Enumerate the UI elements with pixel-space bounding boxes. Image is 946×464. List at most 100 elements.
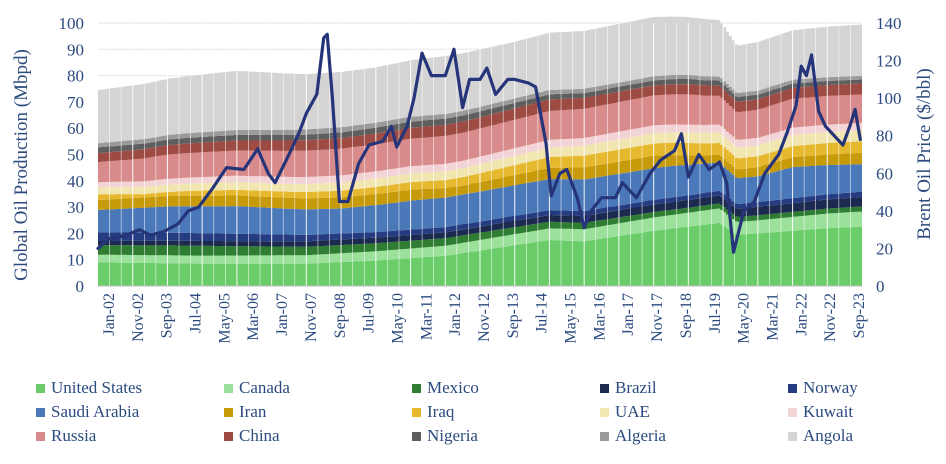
x-tick-label: May-05 — [216, 293, 233, 344]
legend-swatch — [600, 431, 609, 441]
legend-item: Mexico — [412, 376, 600, 400]
x-tick-label: Jan-07 — [274, 293, 291, 336]
legend-item: Iraq — [412, 400, 600, 424]
legend-label: Iran — [239, 402, 267, 421]
legend-swatch — [600, 407, 609, 417]
area-brazil — [98, 195, 862, 247]
y-tick-label: 20 — [67, 224, 84, 243]
legend-item: Saudi Arabia — [36, 400, 224, 424]
y-tick-label: 70 — [67, 93, 84, 112]
y2-tick-label: 0 — [876, 277, 885, 296]
x-tick-label: Jul-09 — [361, 293, 378, 333]
x-tick-label: Jul-14 — [534, 293, 551, 333]
legend-label: Russia — [51, 426, 97, 445]
x-tick-label: Nov-22 — [822, 293, 839, 342]
y2-tick-label: 20 — [876, 239, 893, 258]
y2-tick-label: 80 — [876, 127, 893, 146]
chart-svg: 0 10 20 30 40 50 60 70 80 90 100 0 20 40 60 80 100 120 140… — [11, 14, 935, 344]
area-iran — [98, 152, 862, 210]
y2-tick-label: 60 — [876, 164, 893, 183]
y-tick-label: 60 — [67, 119, 84, 138]
x-tick-label: Sep-03 — [159, 293, 176, 338]
y2-tick-label: 120 — [876, 52, 902, 71]
legend-label: Algeria — [615, 426, 666, 445]
legend-item: Canada — [224, 376, 412, 400]
y2-tick-label: 100 — [876, 89, 902, 108]
legend-label: Iraq — [427, 402, 455, 421]
legend-item: UAE — [600, 400, 788, 424]
legend-item: Russia — [36, 424, 224, 448]
y2-axis-title: Brent Oil Price ($/bbl) — [914, 68, 935, 240]
x-tick-label: Mar-21 — [765, 293, 782, 341]
x-tick-label: Sep-08 — [332, 293, 349, 338]
x-tick-label: Sep-13 — [505, 293, 522, 338]
area-kuwait — [98, 122, 862, 188]
legend-swatch — [788, 431, 797, 441]
legend-label: Kuwait — [803, 402, 854, 421]
legend-swatch — [412, 383, 421, 393]
y-axis-title: Global Oil Production (Mbpd) — [11, 49, 32, 281]
legend-item: Norway — [788, 376, 936, 400]
legend-item: China — [224, 424, 412, 448]
axes: 0 10 20 30 40 50 60 70 80 90 100 0 20 40 60 80 100 120 140… — [11, 14, 935, 344]
y-tick-label: 40 — [67, 172, 84, 191]
x-tick-label: Nov-07 — [303, 293, 320, 342]
legend-label: Brazil — [615, 378, 657, 397]
legend-swatch — [36, 407, 45, 417]
area-uae — [98, 130, 862, 195]
x-tick-label: Mar-16 — [591, 293, 608, 341]
legend-swatch — [36, 431, 45, 441]
x-tick-label: Nov-17 — [649, 293, 666, 342]
x-tick-label: Jan-12 — [447, 293, 464, 336]
x-tick-label: May-15 — [563, 293, 580, 344]
x-tick-label: Mar-11 — [418, 293, 435, 340]
y-tick-label: 0 — [76, 277, 85, 296]
legend-item: Algeria — [600, 424, 788, 448]
y-tick-label: 90 — [67, 40, 84, 59]
x-tick-label: Jan-02 — [101, 293, 118, 336]
legend-item: Iran — [224, 400, 412, 424]
legend-label: Norway — [803, 378, 858, 397]
legend-label: UAE — [615, 402, 650, 421]
legend-label: United States — [51, 378, 143, 397]
legend-swatch — [224, 431, 233, 441]
bar-gaps — [109, 23, 851, 286]
legend-item: Brazil — [600, 376, 788, 400]
legend-swatch — [224, 383, 233, 393]
x-tick-label: Mar-06 — [245, 293, 262, 341]
x-tick-label: Jul-19 — [707, 293, 724, 333]
legend: United States Canada Mexico Brazil Norway Sau… — [36, 376, 936, 460]
legend-swatch — [788, 407, 797, 417]
price-line-layer — [96, 32, 862, 254]
x-tick-label: May-20 — [736, 293, 753, 344]
x-tick-label: May-10 — [390, 293, 407, 344]
y-tick-label: 50 — [67, 146, 84, 165]
y-tick-label: 10 — [67, 251, 84, 270]
legend-label: Angola — [803, 426, 854, 445]
y2-tick-label: 40 — [876, 202, 893, 221]
x-tick-label: Sep-23 — [851, 293, 868, 338]
legend-item: Angola — [788, 424, 936, 448]
x-tick-label: Jan-17 — [620, 293, 637, 336]
area-canada — [98, 208, 862, 264]
oil-production-chart: 0 10 20 30 40 50 60 70 80 90 100 0 20 40 60 80 100 120 140… — [11, 14, 935, 344]
legend-swatch — [36, 383, 45, 393]
legend-item: Kuwait — [788, 400, 936, 424]
legend-label: Canada — [239, 378, 290, 397]
legend-label: China — [239, 426, 280, 445]
legend-swatch — [788, 383, 797, 393]
legend-swatch — [412, 431, 421, 441]
x-tick-label: Jul-04 — [188, 293, 205, 333]
legend-item: Nigeria — [412, 424, 600, 448]
x-tick-label: Nov-12 — [476, 293, 493, 342]
legend-swatch — [224, 407, 233, 417]
x-tick-label: Jan-22 — [793, 293, 810, 336]
y-tick-label: 30 — [67, 198, 84, 217]
legend-label: Saudi Arabia — [51, 402, 140, 421]
area-iraq — [98, 141, 862, 200]
brent-price-line — [96, 32, 862, 254]
y-tick-label: 80 — [67, 67, 84, 86]
legend-swatch — [412, 407, 421, 417]
legend-item: United States — [36, 376, 224, 400]
legend-swatch — [600, 383, 609, 393]
